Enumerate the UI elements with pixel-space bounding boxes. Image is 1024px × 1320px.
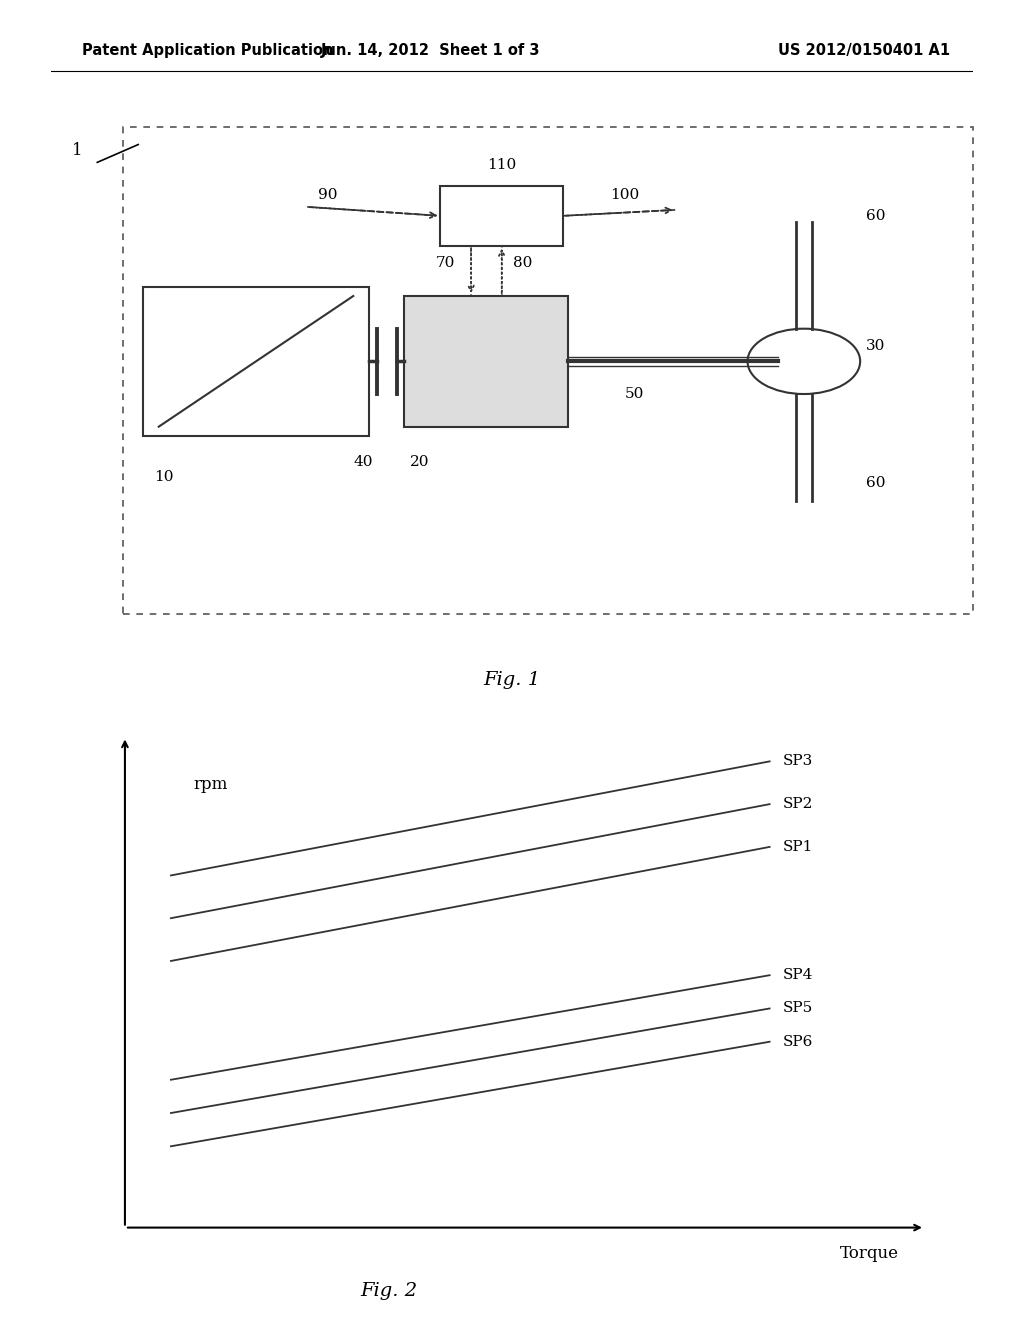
- Text: 1: 1: [72, 143, 82, 158]
- Circle shape: [748, 329, 860, 393]
- Text: Torque: Torque: [840, 1246, 899, 1262]
- Bar: [440, 186, 563, 246]
- Text: US 2012/0150401 A1: US 2012/0150401 A1: [778, 42, 950, 58]
- Bar: [143, 286, 369, 436]
- Text: Fig. 2: Fig. 2: [360, 1282, 418, 1300]
- Bar: [123, 127, 973, 614]
- Text: Fig. 1: Fig. 1: [483, 671, 541, 689]
- Text: 10: 10: [154, 470, 174, 484]
- Text: 60: 60: [865, 209, 886, 223]
- Text: Jun. 14, 2012  Sheet 1 of 3: Jun. 14, 2012 Sheet 1 of 3: [321, 42, 540, 58]
- Text: SP2: SP2: [782, 797, 813, 812]
- Bar: [404, 296, 568, 426]
- Text: 90: 90: [317, 187, 338, 202]
- Text: 80: 80: [513, 256, 531, 271]
- Text: SP6: SP6: [782, 1035, 813, 1049]
- Text: Patent Application Publication: Patent Application Publication: [82, 42, 334, 58]
- Text: SP3: SP3: [782, 754, 813, 768]
- Text: 50: 50: [626, 387, 644, 401]
- Text: 60: 60: [865, 477, 886, 490]
- Text: rpm: rpm: [194, 776, 228, 792]
- Text: 20: 20: [410, 455, 430, 470]
- Text: 110: 110: [487, 158, 516, 173]
- Text: 70: 70: [436, 256, 455, 271]
- Text: 40: 40: [353, 455, 374, 470]
- Text: SP5: SP5: [782, 1002, 813, 1015]
- Text: 30: 30: [866, 339, 885, 354]
- Text: 100: 100: [610, 187, 639, 202]
- Text: SP4: SP4: [782, 968, 813, 982]
- Text: SP1: SP1: [782, 840, 813, 854]
